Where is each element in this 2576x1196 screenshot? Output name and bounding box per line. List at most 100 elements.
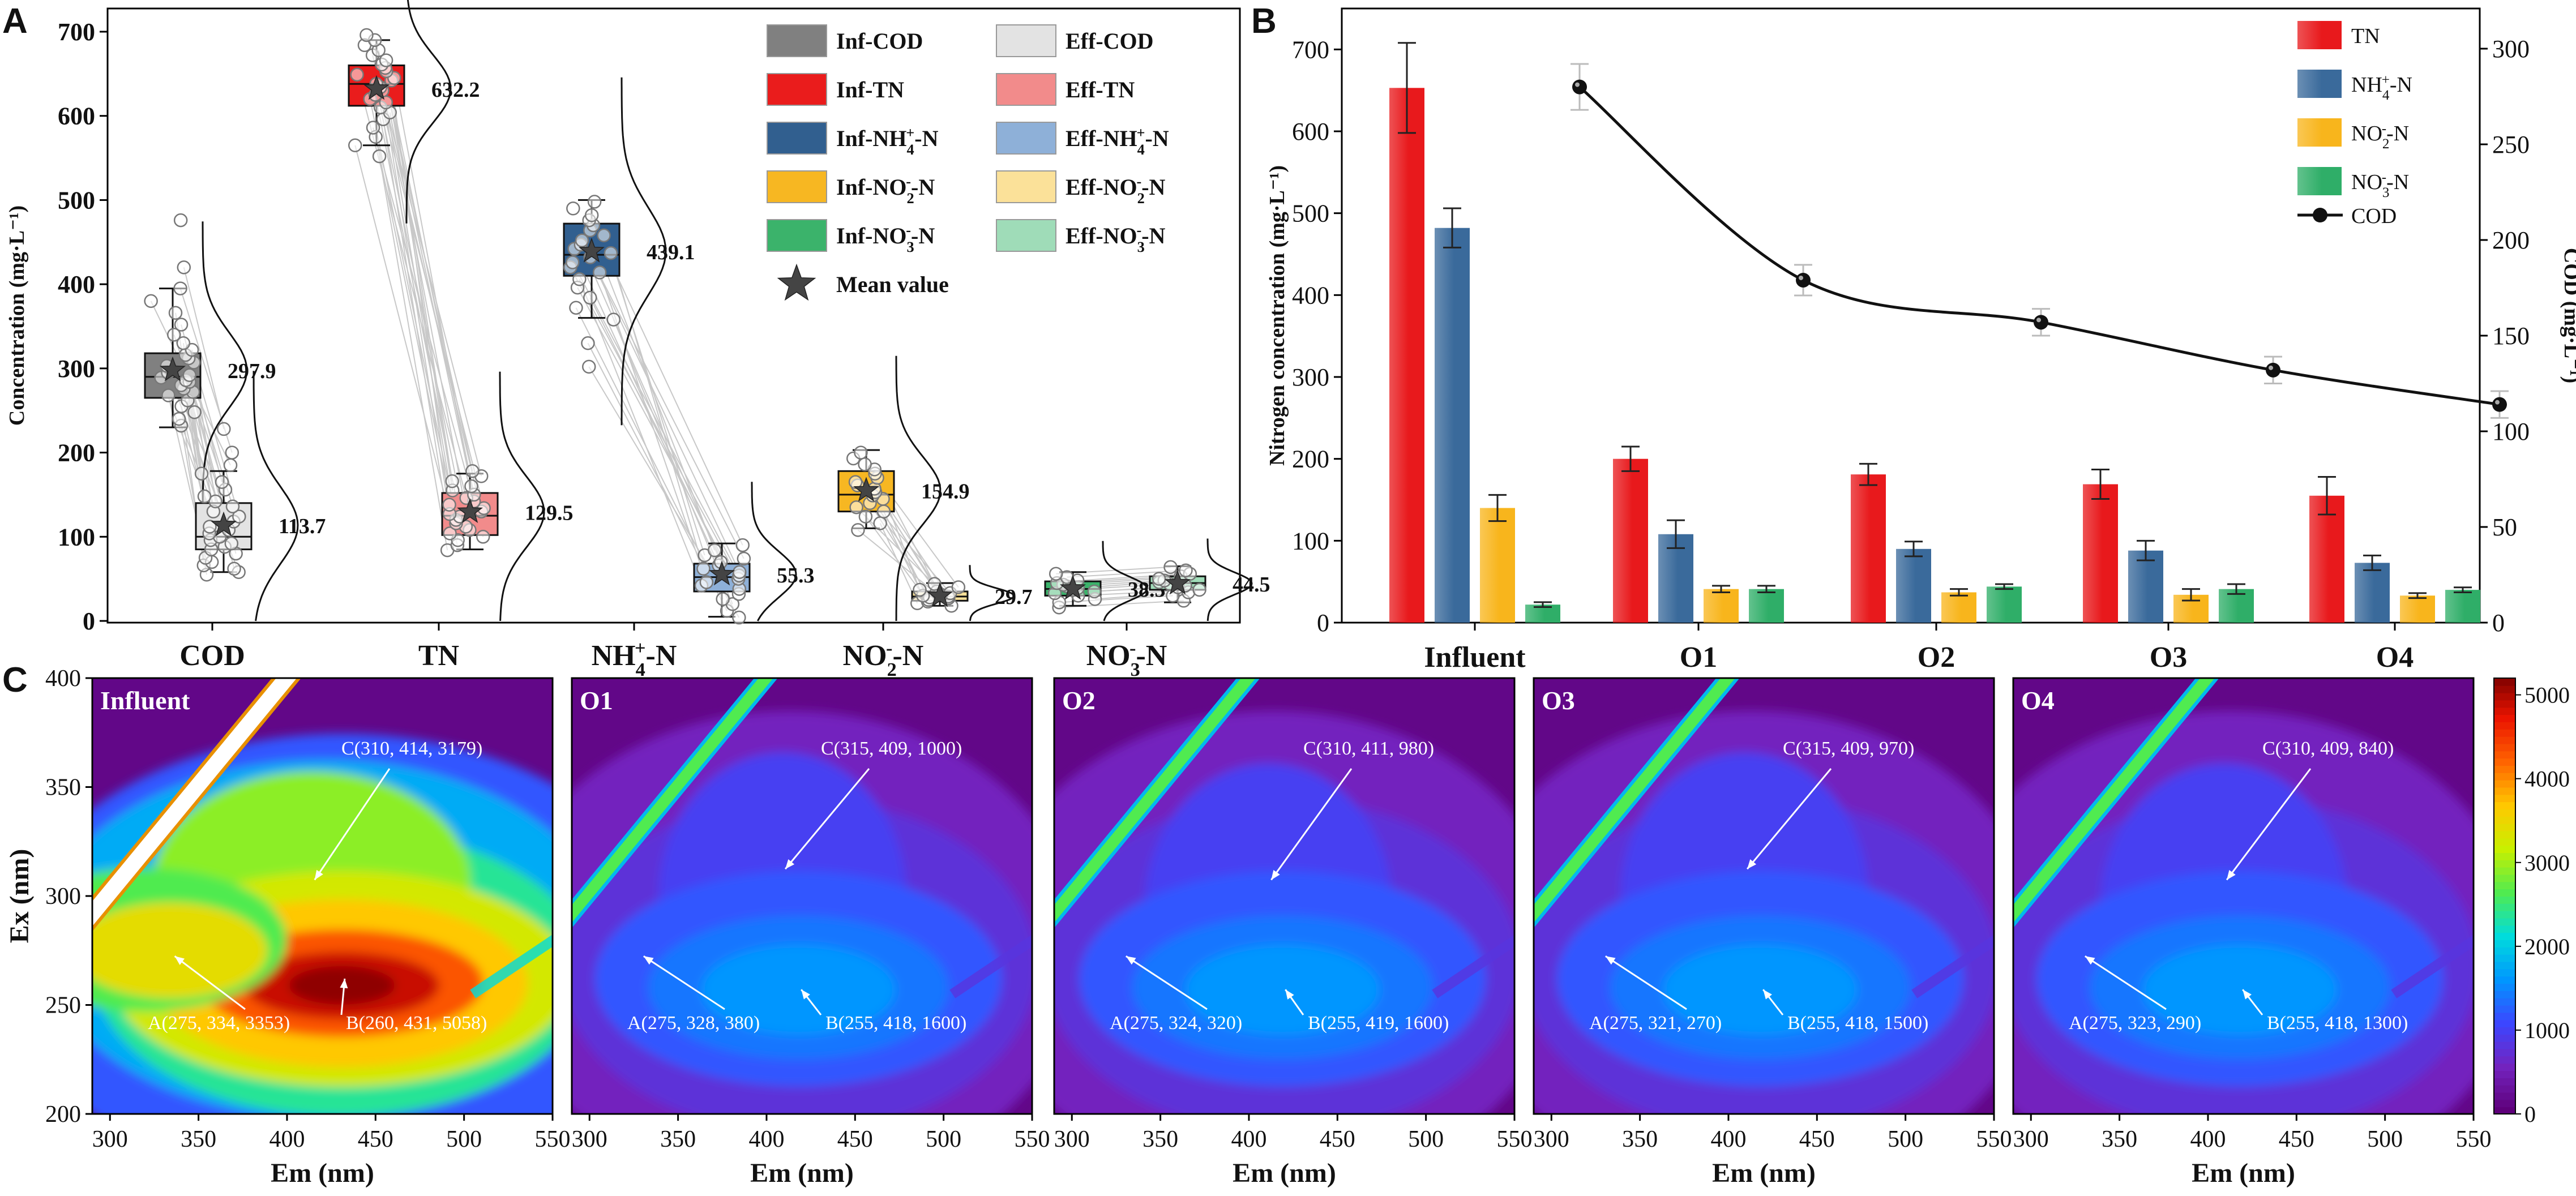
annotation-arrow [1746,768,1832,870]
x-tick-label: 300 [92,1126,128,1152]
paired-line [384,67,453,491]
legend-label: NO2--N [2351,121,2409,152]
colorbar-segment [2494,1027,2515,1035]
annotation-arrowhead [2243,989,2252,1000]
y-tick-label: 600 [58,102,95,130]
annotation-arrow [2226,768,2312,881]
x-tick-label: 300 [2013,1126,2049,1152]
eem-contours [2013,710,2474,1114]
colorbar-segment [2494,903,2515,911]
colorbar-segment [2494,1041,2515,1049]
second-order-band [949,934,1032,998]
y-tick-label: 0 [83,607,95,635]
y-tick-label: 300 [58,355,95,383]
data-point [873,516,887,530]
contour-level [1185,944,1380,1036]
y-tick-label: 700 [1292,36,1329,63]
colorbar-segment [2494,990,2515,998]
colorbar-segment [2494,751,2515,759]
bar [1987,586,2022,623]
paired-line [381,64,472,487]
x-tick-label: 550 [1976,1126,2012,1152]
colorbar-segment [2494,1084,2515,1093]
legend-label: TN [2351,24,2380,48]
colorbar-segment [2494,1092,2515,1100]
data-point [203,520,217,534]
peak-a-label: A(275, 334, 3353) [148,1013,290,1034]
x-tick-label: Influent [1424,641,1526,674]
data-point [737,551,751,566]
data-point [1163,560,1178,575]
x-tick-label: 400 [1710,1126,1746,1152]
data-point [708,543,722,558]
annotation-arrowhead [2085,956,2095,965]
colorbar-segment [2494,838,2515,846]
colorbar-tick-label: 2000 [2524,934,2570,959]
colorbar-segment [2494,1099,2515,1108]
x-tick-label: NO2--N [843,637,924,680]
eem-contours [1534,710,1994,1114]
x-axis-title: Em (nm) [1233,1158,1336,1188]
colorbar-segment [2494,940,2515,948]
x-tick-label: 500 [1888,1126,1923,1152]
peak-b-label: B(255, 418, 1300) [2267,1013,2408,1034]
paired-line [386,60,453,482]
data-point [735,538,750,552]
annotation-arrow [2085,955,2167,1010]
mean-star [211,511,237,537]
colorbar-segment [2494,1005,2515,1013]
peak-a-label: A(275, 323, 290) [2069,1013,2201,1034]
colorbar-segment [2494,997,2515,1006]
rayleigh-band [572,678,774,923]
legend-label: Inf-COD [836,28,923,54]
data-point [569,301,583,315]
colorbar-segment [2494,678,2515,686]
x-tick-label: 500 [446,1126,482,1152]
data-point [951,580,966,594]
mean-star [1165,569,1191,595]
peak-c-label: C(310, 409, 840) [2262,738,2394,759]
paired-line [183,267,225,430]
data-point [442,498,456,512]
legend-label: Mean value [836,272,949,297]
data-point [464,479,478,494]
paired-line [589,257,741,573]
legend-label: Eff-COD [1066,28,1154,54]
annotation-arrowhead [785,859,795,869]
y2-tick-label: 150 [2492,322,2530,350]
colorbar-segment [2494,1048,2515,1057]
annotation-arrow [784,768,870,870]
colorbar-segment [2494,830,2515,839]
legend-swatch [996,24,1056,57]
cod-point-highlight [2495,400,2500,405]
annotation-arrowhead [1605,956,1616,965]
eem-contours [92,734,553,1114]
data-point [360,28,374,42]
data-point [587,195,602,209]
colorbar-segment [2494,910,2515,919]
x-tick-label: 350 [1622,1126,1658,1152]
data-point [176,336,191,350]
mean-star [926,582,953,607]
colorbar-segment [2494,714,2515,722]
y-axis-title: Nitrogen concentration (mg·L⁻¹) [1265,165,1289,466]
data-point [858,457,872,471]
x-tick-label: 350 [2102,1126,2137,1152]
legend-label: Inf-TN [836,77,904,102]
data-point [215,475,229,489]
data-point [927,577,942,591]
data-point [1192,582,1206,597]
paired-line [579,278,702,586]
data-point [465,464,480,478]
legend-label: Inf-NH4+-N [836,124,939,158]
y-tick-label: 100 [1292,527,1329,555]
x-tick-label: 550 [1497,1126,1533,1152]
x-tick-label: NO3--N [1086,637,1167,680]
data-point [1087,584,1102,599]
plot-frame [106,7,1241,624]
colorbar-segment [2494,1077,2515,1086]
data-point [144,294,158,308]
mean-star [853,477,880,502]
colorbar-segment [2494,692,2515,701]
y-tick-label: 200 [45,1101,81,1128]
